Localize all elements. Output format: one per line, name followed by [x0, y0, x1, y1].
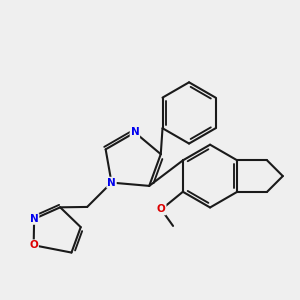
Text: O: O — [29, 240, 38, 250]
Text: O: O — [157, 205, 166, 214]
Text: N: N — [130, 128, 139, 137]
Text: N: N — [30, 214, 38, 224]
Text: N: N — [107, 178, 116, 188]
